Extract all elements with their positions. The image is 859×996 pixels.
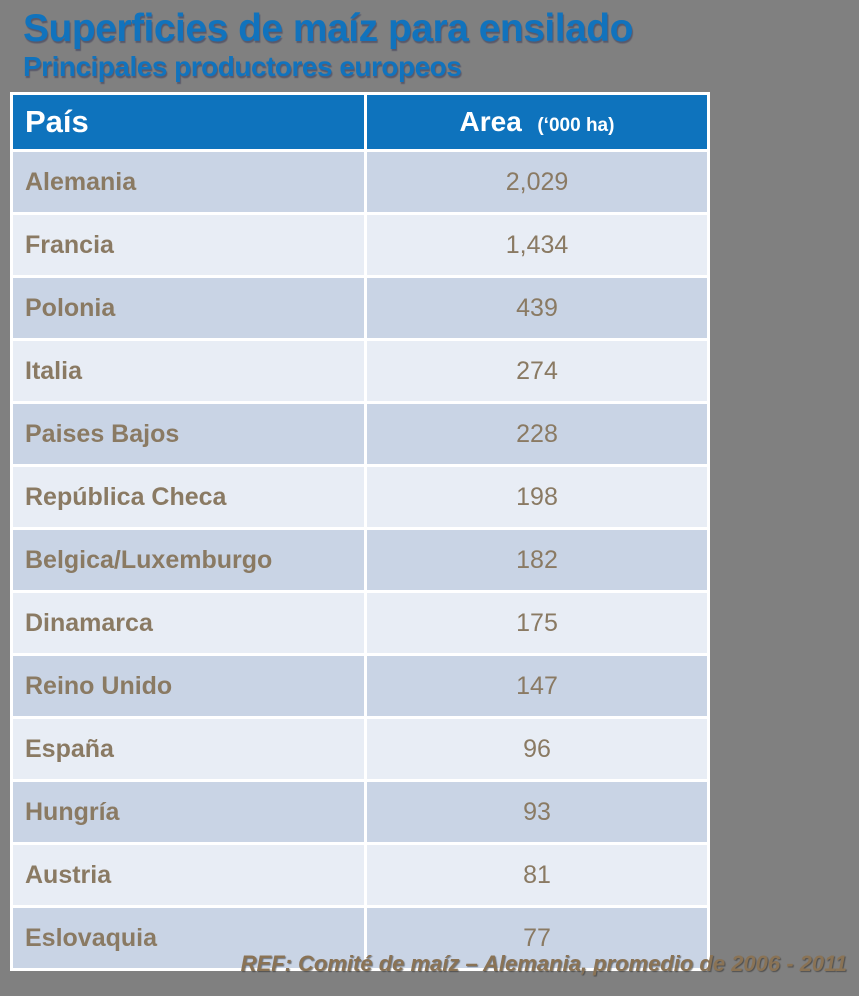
country-cell: Alemania [13, 152, 364, 212]
area-cell: 81 [367, 845, 707, 905]
table-row: Reino Unido 147 [13, 656, 707, 716]
area-cell: 96 [367, 719, 707, 779]
country-cell: Paises Bajos [13, 404, 364, 464]
area-cell: 274 [367, 341, 707, 401]
country-cell: Reino Unido [13, 656, 364, 716]
reference-footnote: REF: Comité de maíz – Alemania, promedio… [240, 951, 847, 976]
area-cell: 182 [367, 530, 707, 590]
table-row: Austria 81 [13, 845, 707, 905]
table-header-row: País Area (‘000 ha) [13, 95, 707, 149]
table-row: Paises Bajos 228 [13, 404, 707, 464]
page-subtitle: Principales productores europeos [23, 51, 462, 82]
country-cell: Dinamarca [13, 593, 364, 653]
column-header-country: País [13, 95, 364, 149]
country-cell: Austria [13, 845, 364, 905]
column-header-area-label: Area [459, 106, 522, 137]
table-row: Belgica/Luxemburgo 182 [13, 530, 707, 590]
country-cell: Hungría [13, 782, 364, 842]
heading: Superficies de maíz para ensilado Princi… [23, 6, 633, 82]
table-body: Alemania 2,029 Francia 1,434 Polonia 439 Itali… [13, 152, 707, 968]
country-cell: Belgica/Luxemburgo [13, 530, 364, 590]
area-cell: 1,434 [367, 215, 707, 275]
area-cell: 175 [367, 593, 707, 653]
table-row: Francia 1,434 [13, 215, 707, 275]
area-cell: 228 [367, 404, 707, 464]
country-cell: República Checa [13, 467, 364, 527]
area-cell: 2,029 [367, 152, 707, 212]
column-header-area-unit: (‘000 ha) [537, 115, 615, 136]
country-cell: Polonia [13, 278, 364, 338]
table-row: Italia 274 [13, 341, 707, 401]
area-cell: 93 [367, 782, 707, 842]
table-row: Hungría 93 [13, 782, 707, 842]
page-title: Superficies de maíz para ensilado [23, 7, 633, 50]
table-row: España 96 [13, 719, 707, 779]
country-cell: Francia [13, 215, 364, 275]
table-row: Polonia 439 [13, 278, 707, 338]
column-header-area: Area (‘000 ha) [367, 95, 707, 149]
area-cell: 147 [367, 656, 707, 716]
producers-table: País Area (‘000 ha) Alemania 2,029 Francia… [10, 92, 710, 971]
area-cell: 439 [367, 278, 707, 338]
area-cell: 77 [367, 908, 707, 968]
table-row: Alemania 2,029 [13, 152, 707, 212]
country-cell: España [13, 719, 364, 779]
table-header: País Area (‘000 ha) [13, 95, 707, 149]
table-row: República Checa 198 [13, 467, 707, 527]
country-cell: Eslovaquia [13, 908, 364, 968]
country-cell: Italia [13, 341, 364, 401]
table-row: Dinamarca 175 [13, 593, 707, 653]
area-cell: 198 [367, 467, 707, 527]
table-row: Eslovaquia 77 [13, 908, 707, 968]
